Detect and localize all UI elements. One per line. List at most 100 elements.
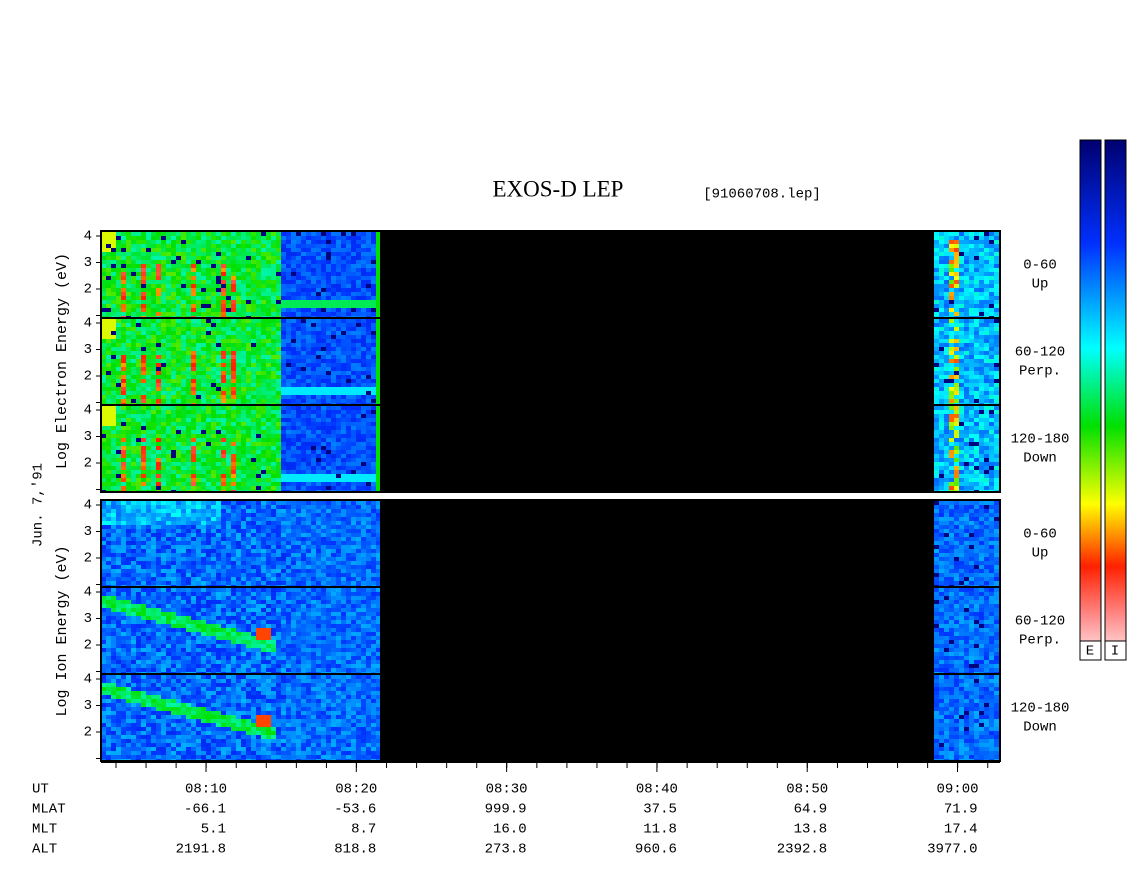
spectrogram-cell [156, 383, 161, 387]
spectrogram-cell [226, 446, 231, 450]
spectrogram-cell [336, 284, 341, 288]
spectrogram-cell [326, 280, 331, 284]
spectrogram-cell [231, 450, 236, 454]
spectrogram-cell [161, 264, 166, 268]
spectrogram-cell [146, 553, 151, 557]
spectrogram-cell [944, 280, 949, 284]
spectrogram-cell [221, 308, 226, 312]
spectrogram-cell [949, 474, 954, 478]
spectrogram-cell [949, 252, 954, 256]
spectrogram-cell [376, 434, 380, 438]
spectrogram-cell [251, 422, 256, 426]
spectrogram-cell [181, 304, 186, 308]
spectrogram-cell [281, 430, 286, 434]
spectrogram-cell [276, 284, 281, 288]
spectrogram-cell [176, 272, 181, 276]
spectrogram-cell [146, 300, 151, 304]
spectrogram-cell [166, 541, 171, 545]
spectrogram-cell [156, 375, 161, 379]
spectrogram-cell [311, 426, 316, 430]
spectrogram-cell [106, 256, 111, 260]
spectrogram-cell [984, 426, 989, 430]
spectrogram-cell [206, 414, 211, 418]
spectrogram-cell [959, 359, 964, 363]
spectrogram-cell [126, 343, 131, 347]
spectrogram-cell [989, 359, 994, 363]
spectrogram-cell [296, 462, 301, 466]
spectrogram-cell [316, 319, 321, 323]
spectrogram-cell [296, 406, 301, 410]
spectrogram-cell [241, 375, 246, 379]
spectrogram-cell [326, 268, 331, 272]
spectrogram-cell [161, 501, 166, 505]
spectrogram-cell [346, 308, 351, 312]
spectrogram-cell [291, 327, 296, 331]
spectrogram-cell [151, 577, 156, 581]
spectrogram-cell [301, 308, 306, 312]
spectrogram-cell [311, 434, 316, 438]
spectrogram-cell [296, 379, 301, 383]
spectrogram-cell [146, 367, 151, 371]
spectrogram-cell [146, 577, 151, 581]
spectrogram-cell [161, 426, 166, 430]
spectrogram-cell [171, 553, 176, 557]
spectrogram-cell [954, 379, 959, 383]
spectrogram-cell [944, 383, 949, 387]
spectrogram-cell [226, 327, 231, 331]
spectrogram-cell [161, 422, 166, 426]
spectrogram-cell [171, 561, 176, 565]
spectrogram-cell [191, 474, 196, 478]
spectrogram-cell [346, 300, 351, 304]
spectrogram-cell [186, 399, 191, 403]
spectrogram-cell [161, 327, 166, 331]
spectrogram-cell [146, 272, 151, 276]
spectrogram-cell [136, 462, 141, 466]
spectrogram-cell [281, 375, 286, 379]
spectrogram-cell [186, 410, 191, 414]
spectrogram-cell [126, 339, 131, 343]
spectrogram-cell [166, 292, 171, 296]
spectrogram-cell [211, 327, 216, 331]
spectrogram-cell [126, 501, 131, 505]
spectrogram-cell [246, 284, 251, 288]
spectrogram-cell [944, 327, 949, 331]
spectrogram-cell [216, 347, 221, 351]
spectrogram-cell [959, 371, 964, 375]
spectrogram-cell [944, 486, 949, 490]
spectrogram-cell [211, 375, 216, 379]
spectrogram-cell [964, 244, 969, 248]
spectrogram-cell [151, 399, 156, 403]
spectrogram-cell [126, 260, 131, 264]
spectrogram-cell [201, 335, 206, 339]
spectrogram-cell [979, 462, 984, 466]
spectrogram-cell [256, 319, 261, 323]
spectrogram-cell [371, 450, 376, 454]
spectrogram-cell [974, 379, 979, 383]
spectrogram-cell [256, 232, 261, 236]
spectrogram-cell [201, 470, 206, 474]
spectrogram-cell [276, 375, 281, 379]
spectrogram-cell [336, 363, 341, 367]
spectrogram-cell [296, 391, 301, 395]
spectrogram-cell [156, 442, 161, 446]
spectrogram-cell [171, 577, 176, 581]
spectrogram-cell [934, 422, 939, 426]
spectrogram-cell [271, 300, 276, 304]
spectrogram-cell [984, 371, 989, 375]
spectrogram-cell [141, 252, 146, 256]
spectrogram-cell [984, 430, 989, 434]
spectrogram-cell [241, 395, 246, 399]
spectrogram-cell [346, 395, 351, 399]
spectrogram-cell [121, 280, 126, 284]
spectrogram-cell [336, 426, 341, 430]
spectrogram-cell [241, 474, 246, 478]
spectrogram-cell [351, 438, 356, 442]
spectrogram-cell [261, 331, 266, 335]
spectrogram-cell [989, 410, 994, 414]
spectrogram-cell [131, 387, 136, 391]
spectrogram-cell [261, 414, 266, 418]
spectrogram-cell [356, 323, 361, 327]
spectrogram-cell [361, 418, 366, 422]
spectrogram-cell [146, 581, 151, 585]
spectrogram-cell [191, 355, 196, 359]
